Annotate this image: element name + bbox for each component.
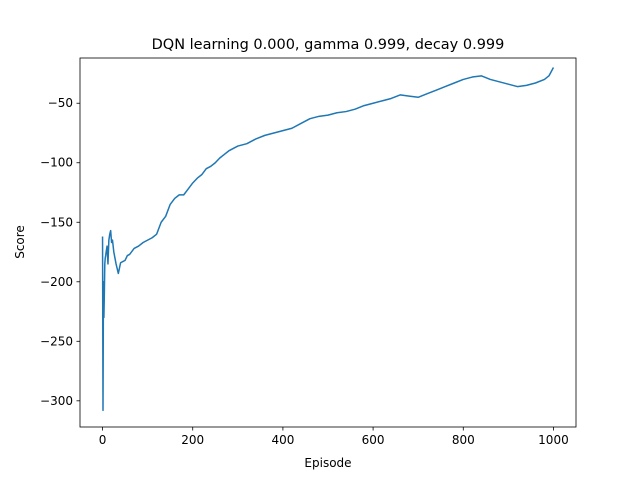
- series-line: [101, 67, 555, 412]
- plot-area: [101, 67, 555, 412]
- x-axis-label: Episode: [304, 456, 351, 470]
- x-tick-label: 400: [271, 433, 294, 447]
- x-axis: 0 200 400 600 800 1000: [99, 427, 569, 447]
- y-tick-label: −50: [48, 96, 73, 110]
- y-tick-label: −100: [40, 156, 73, 170]
- plot-frame: [79, 57, 577, 428]
- y-axis: −300 −250 −200 −150 −100 −50: [40, 96, 80, 408]
- x-tick-label: 1000: [538, 433, 569, 447]
- x-tick-label: 0: [99, 433, 107, 447]
- y-axis-label: Score: [13, 225, 27, 259]
- x-tick-label: 800: [452, 433, 475, 447]
- y-tick-label: −300: [40, 394, 73, 408]
- y-tick-label: −250: [40, 334, 73, 348]
- chart-title: DQN learning 0.000, gamma 0.999, decay 0…: [152, 37, 505, 53]
- x-tick-label: 600: [362, 433, 385, 447]
- y-tick-label: −150: [40, 215, 73, 229]
- y-tick-label: −200: [40, 275, 73, 289]
- x-tick-label: 200: [181, 433, 204, 447]
